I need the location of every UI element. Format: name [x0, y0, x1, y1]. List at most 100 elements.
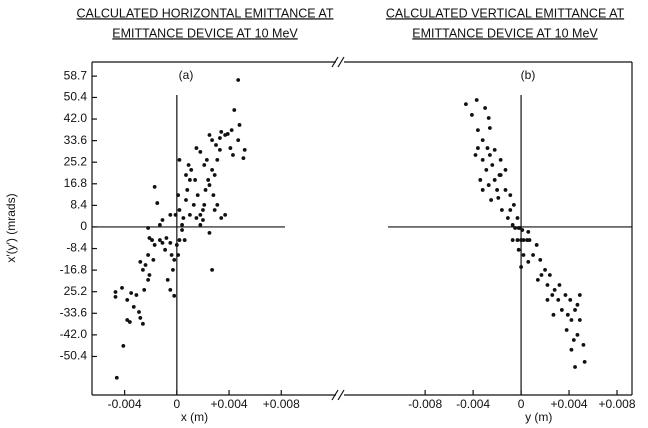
point	[137, 310, 141, 314]
point	[182, 238, 187, 242]
point	[547, 273, 552, 277]
point	[218, 147, 222, 152]
point	[151, 257, 156, 262]
point	[550, 293, 555, 297]
point	[569, 318, 574, 322]
point	[150, 238, 154, 242]
point	[215, 157, 220, 162]
point	[476, 128, 480, 132]
y-tick-label: 8.4	[70, 198, 87, 212]
point	[168, 240, 173, 245]
point	[484, 168, 489, 172]
point	[505, 216, 510, 220]
point	[552, 288, 557, 292]
point	[138, 316, 143, 320]
point	[174, 243, 179, 247]
y-tick-label: 42.0	[64, 111, 88, 125]
point	[207, 183, 212, 187]
point	[232, 108, 237, 112]
point	[526, 260, 531, 264]
point	[146, 253, 151, 257]
point	[575, 302, 580, 307]
point	[191, 202, 196, 207]
point	[219, 129, 224, 134]
point	[157, 223, 162, 227]
point	[478, 178, 483, 182]
point	[236, 78, 241, 82]
point	[194, 146, 199, 150]
point	[563, 293, 568, 297]
point	[486, 116, 491, 120]
chart-title: EMITTANCE DEVICE AT 10 MeV	[112, 26, 298, 40]
point	[575, 332, 580, 337]
point	[510, 238, 515, 242]
point	[241, 156, 246, 160]
point	[476, 146, 480, 150]
point	[204, 157, 209, 162]
point	[508, 193, 513, 197]
point	[203, 188, 208, 192]
point	[186, 163, 191, 167]
point	[210, 168, 214, 172]
x-axis-label: y (m)	[525, 410, 552, 424]
point	[543, 267, 547, 272]
y-tick-label: 50.4	[64, 90, 88, 104]
x-tick-label: +0.008	[263, 397, 300, 411]
point	[173, 212, 178, 217]
point	[508, 208, 513, 212]
point	[152, 243, 157, 247]
point	[237, 123, 242, 127]
point	[147, 236, 152, 240]
point	[211, 193, 216, 197]
point	[214, 143, 218, 147]
point	[489, 198, 493, 202]
y-tick-label: 58.7	[64, 68, 88, 82]
point	[564, 328, 569, 332]
y-tick-label: -50.4	[60, 349, 88, 363]
point	[180, 228, 184, 232]
point	[127, 320, 132, 324]
point	[480, 188, 485, 192]
y-tick-label: 25.2	[64, 154, 88, 168]
point	[573, 365, 577, 369]
panel-label: (b)	[521, 68, 536, 82]
y-tick-label: 25.2	[64, 284, 88, 298]
point	[180, 223, 184, 227]
point	[556, 298, 561, 302]
x-tick-label: +0.008	[598, 397, 635, 411]
point	[473, 153, 478, 157]
point	[184, 173, 188, 177]
point	[206, 178, 211, 182]
point	[212, 173, 217, 177]
point	[210, 267, 214, 272]
point	[534, 243, 539, 247]
point	[146, 226, 151, 230]
point	[573, 308, 577, 312]
point	[503, 168, 508, 172]
point	[236, 138, 241, 143]
point	[521, 238, 526, 242]
point	[207, 133, 212, 137]
point	[242, 147, 247, 152]
point	[142, 288, 147, 292]
x-tick-label: -0.008	[408, 397, 442, 411]
point	[551, 312, 556, 317]
x-tick-label: 0	[518, 397, 525, 411]
point	[172, 293, 177, 298]
point	[193, 178, 198, 182]
point	[169, 253, 174, 257]
point	[516, 247, 521, 252]
point	[165, 277, 170, 282]
point	[568, 298, 573, 302]
y-axis-label: x′(y′) (mrads)	[4, 193, 18, 262]
point	[513, 226, 517, 230]
y-tick-label: -16.8	[60, 262, 88, 276]
point	[498, 157, 503, 162]
point	[464, 102, 468, 107]
point	[184, 198, 188, 202]
point	[577, 318, 582, 322]
point	[202, 163, 207, 167]
point	[511, 202, 516, 207]
point	[210, 138, 214, 143]
